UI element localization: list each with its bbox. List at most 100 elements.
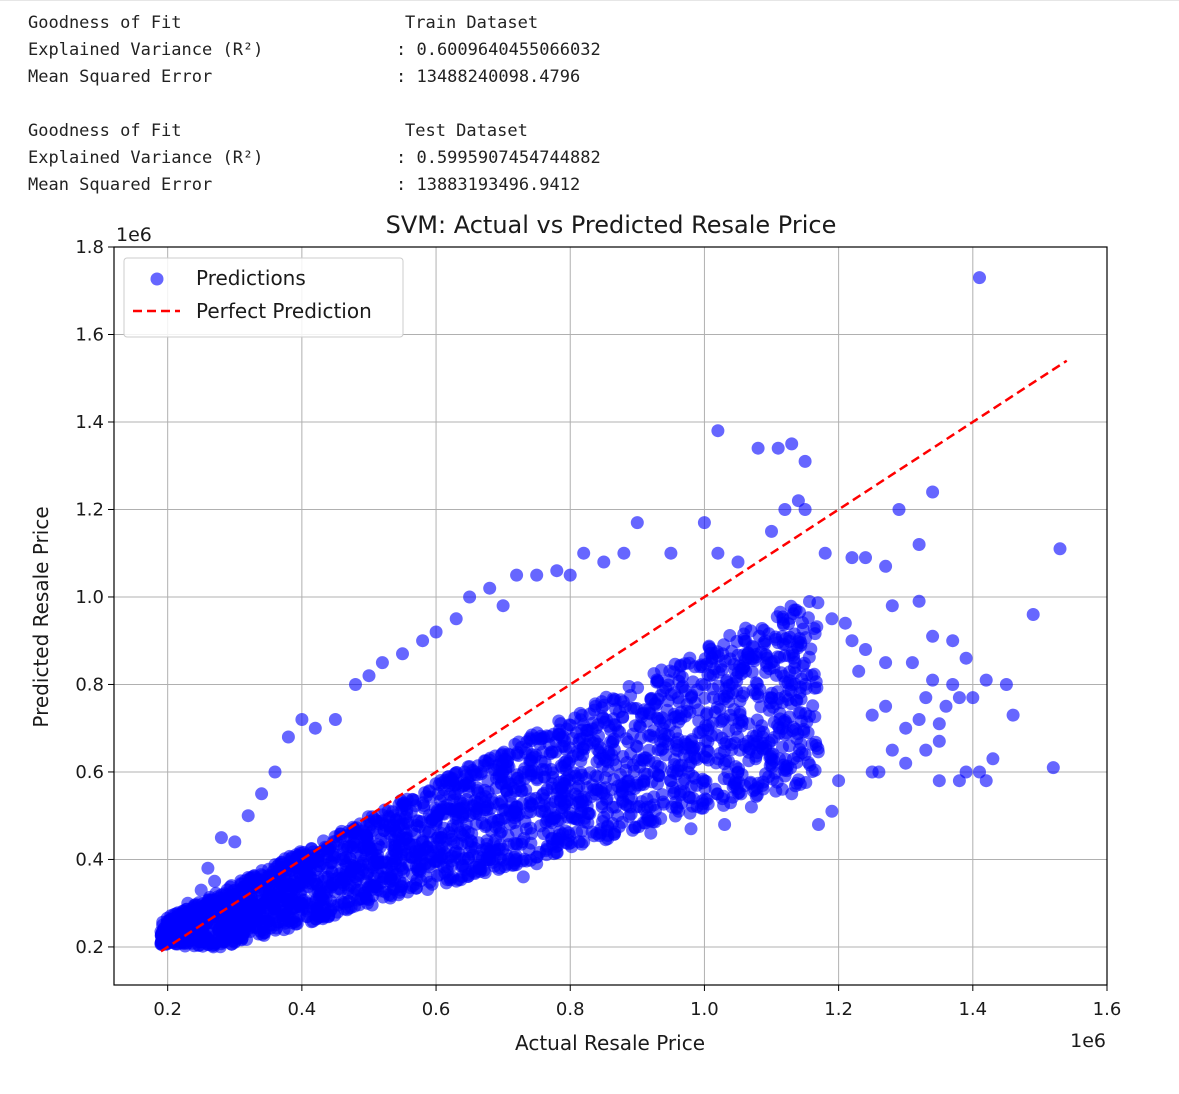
prediction-point [404, 805, 418, 819]
x-tick-label: 0.6 [422, 999, 451, 1020]
test-mse-row: Mean Squared Error : 13883193496.9412 [28, 172, 728, 199]
prediction-point [337, 902, 351, 916]
prediction-point [939, 699, 953, 713]
prediction-point [530, 857, 544, 871]
prediction-point [919, 743, 933, 757]
prediction-point [472, 860, 486, 874]
y-tick-label: 0.8 [75, 674, 104, 695]
train-mse-label: Mean Squared Error [28, 67, 213, 87]
prediction-point [664, 774, 678, 788]
prediction-point [590, 827, 604, 840]
prediction-point [932, 774, 946, 788]
prediction-point [680, 704, 694, 718]
prediction-point [577, 835, 591, 849]
prediction-point [986, 752, 1000, 766]
prediction-point [405, 867, 419, 881]
prediction-point [373, 840, 387, 854]
prediction-point [530, 568, 544, 582]
prediction-point [418, 786, 432, 800]
x-tick-label: 1.6 [1093, 999, 1122, 1020]
prediction-point [370, 826, 383, 840]
prediction-point [865, 708, 879, 722]
prediction-point [496, 599, 510, 613]
prediction-point [450, 766, 464, 779]
x-tick-label: 1.4 [958, 999, 987, 1020]
prediction-point [785, 437, 799, 451]
prediction-point [545, 831, 559, 845]
prediction-point [759, 656, 773, 670]
prediction-point [755, 719, 769, 733]
prediction-point [926, 629, 940, 643]
prediction-point [686, 675, 700, 689]
prediction-point [767, 730, 781, 744]
y-tick-label: 1.6 [75, 324, 104, 345]
x-axis-ticks: 0.2 0.4 0.6 0.8 1.0 1.2 1.4 1.6 [153, 985, 1121, 1020]
prediction-point [386, 805, 400, 819]
prediction-point [408, 794, 422, 807]
prediction-point [668, 686, 681, 700]
prediction-point [429, 625, 443, 639]
plot-frame [113, 246, 1108, 986]
prediction-point [664, 546, 678, 560]
prediction-point [682, 656, 696, 670]
prediction-point [463, 590, 477, 604]
prediction-point [700, 657, 714, 671]
perfect-prediction-line [160, 359, 1068, 953]
prediction-point [523, 755, 537, 769]
prediction-point [757, 636, 771, 649]
prediction-point [619, 763, 633, 777]
y-tick-label: 0.2 [75, 937, 104, 958]
prediction-point [572, 795, 586, 809]
prediction-point [832, 774, 846, 788]
prediction-point [756, 742, 770, 756]
prediction-point [644, 826, 658, 840]
prediction-point [379, 872, 393, 886]
prediction-point [722, 754, 735, 768]
prediction-point [543, 747, 557, 761]
prediction-point [208, 874, 222, 888]
prediction-point [322, 909, 336, 923]
prediction-point [678, 773, 692, 786]
prediction-point [787, 661, 801, 675]
prediction-point [270, 893, 284, 907]
prediction-point [651, 674, 665, 688]
prediction-point [231, 926, 244, 940]
chart-title: SVM: Actual vs Predicted Resale Price [386, 211, 837, 239]
prediction-point [773, 605, 787, 619]
prediction-point [248, 915, 262, 928]
prediction-point [810, 620, 824, 634]
prediction-point [325, 849, 339, 863]
prediction-point [653, 714, 667, 728]
legend-perfect-label: Perfect Prediction [196, 299, 372, 323]
y-axis-label: Predicted Resale Price [29, 506, 53, 727]
prediction-point [441, 802, 455, 816]
prediction-point [413, 843, 427, 857]
prediction-point [779, 762, 793, 776]
x-tick-label: 0.2 [153, 999, 182, 1020]
prediction-point [685, 688, 699, 702]
prediction-point [926, 485, 940, 499]
prediction-point [510, 771, 524, 785]
prediction-point [1006, 708, 1020, 722]
prediction-point [534, 732, 548, 746]
prediction-point [429, 818, 443, 831]
prediction-point [444, 854, 458, 868]
prediction-point [235, 895, 249, 909]
prediction-point [470, 784, 484, 798]
train-header-label: Goodness of Fit [28, 13, 182, 33]
prediction-point [494, 749, 508, 762]
prediction-point [731, 765, 745, 779]
prediction-point [456, 859, 469, 873]
prediction-point [698, 792, 712, 806]
prediction-point [885, 599, 899, 613]
prediction-point [316, 892, 330, 906]
prediction-point [701, 723, 715, 737]
test-r2-label: Explained Variance (R²) [28, 148, 264, 168]
prediction-point [615, 781, 629, 795]
prediction-point [296, 860, 310, 874]
prediction-point [789, 603, 803, 617]
prediction-point [905, 656, 919, 670]
prediction-point [174, 914, 188, 928]
prediction-point [727, 703, 741, 716]
prediction-point [361, 810, 375, 824]
